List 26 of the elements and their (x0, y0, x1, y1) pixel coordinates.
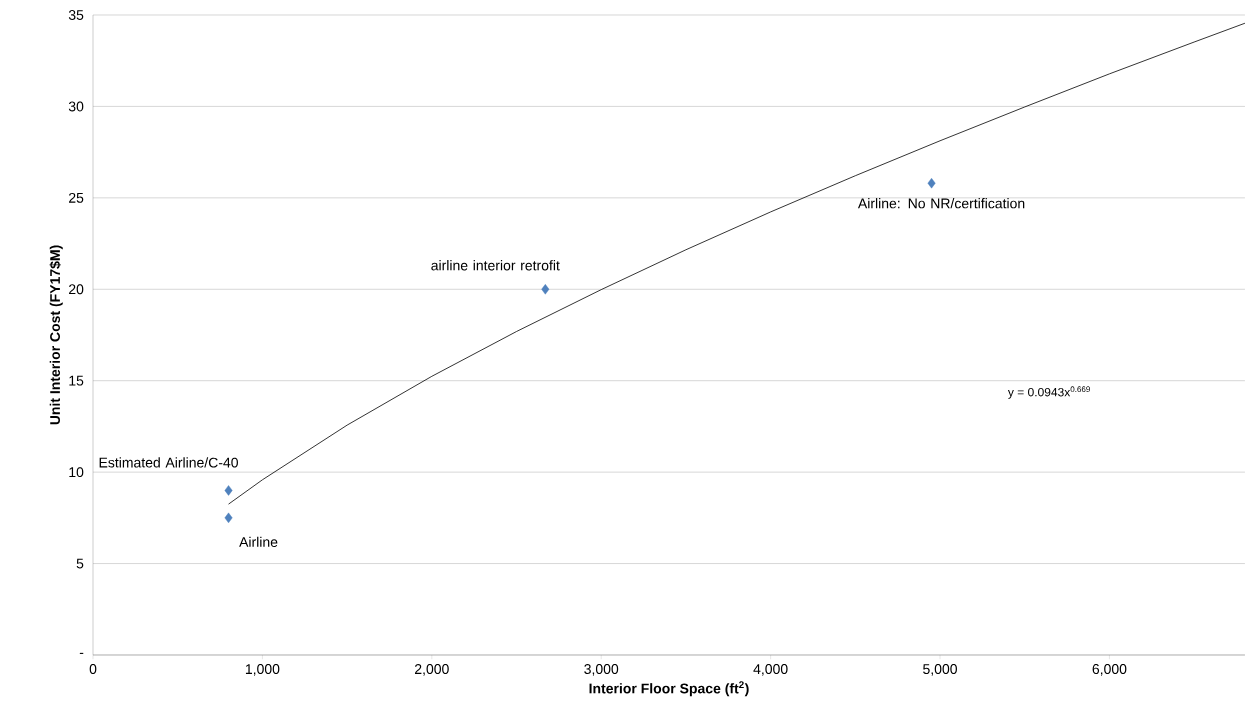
x-tick-label: 1,000 (245, 664, 280, 676)
point (224, 485, 233, 496)
y-tick-label: - (79, 652, 84, 654)
annotation: Estimated Airline/C-40 (99, 457, 238, 468)
y-axis-title: Unit Interior Cost (FY17$M) (49, 245, 63, 425)
point (541, 284, 550, 295)
annotation: airline interior retrofit (431, 260, 560, 271)
y-tick-label: 35 (68, 10, 84, 20)
y-tick-label: 30 (68, 101, 84, 112)
annotation: y = 0.0943x$^{0.669}$ (1007, 386, 1090, 399)
x-axis-title: Interior Floor Space (ft$^{2}$) (589, 681, 749, 697)
y-tick-label: 10 (69, 467, 84, 478)
point (224, 512, 233, 524)
x-tick-label: 5,000 (923, 664, 957, 676)
annotation: Airline: No NR/certification (857, 198, 1025, 209)
y-tick-label: 5 (76, 558, 84, 569)
point (927, 178, 936, 189)
annotation: Airline (239, 536, 278, 547)
x-tick-label: 0 (89, 664, 97, 675)
y-tick-label: 20 (69, 284, 84, 295)
x-tick-label: 4,000 (753, 664, 788, 676)
y-tick-label: 25 (69, 192, 84, 203)
x-tick-label: 2,000 (415, 664, 449, 676)
x-tick-label: 6,000 (1092, 664, 1127, 676)
x-tick-label: 3,000 (584, 664, 619, 676)
y-tick-label: 15 (69, 375, 84, 386)
